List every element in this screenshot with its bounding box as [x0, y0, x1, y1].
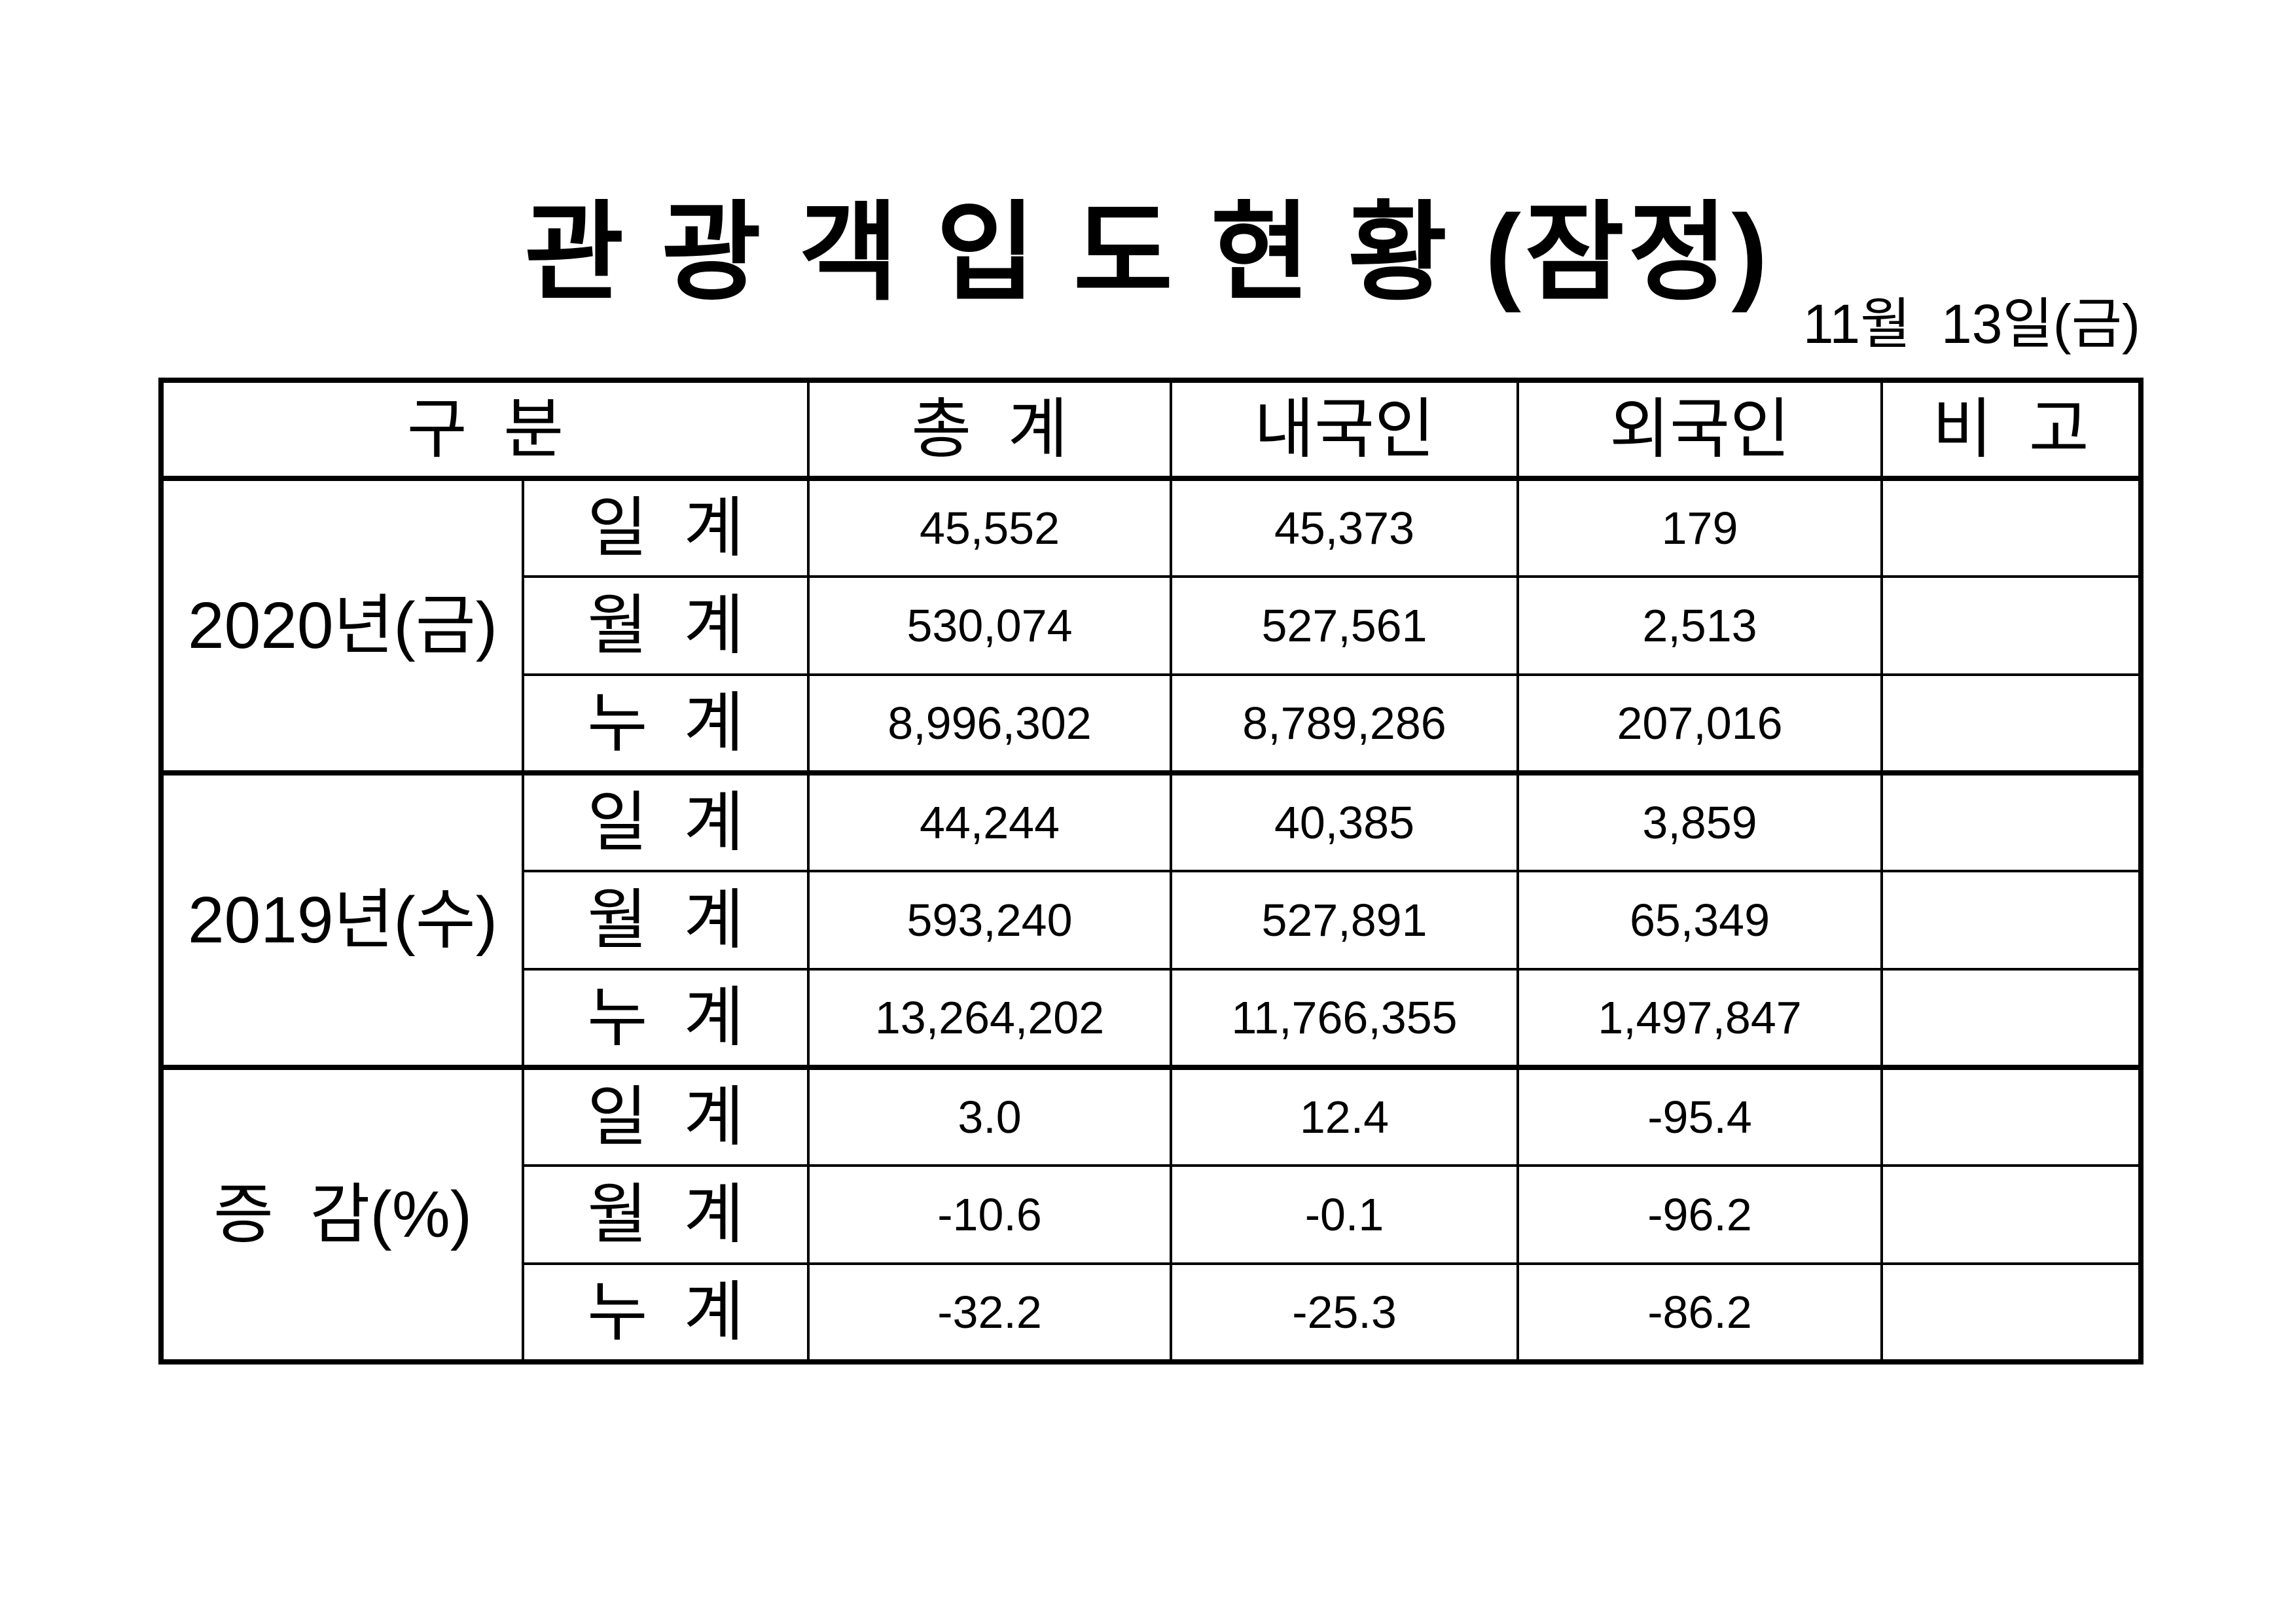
cell-change-monthly-remark — [1880, 1164, 2142, 1265]
row-2019-cumulative: 누 계 13,264,202 11,766,355 1,497,847 — [161, 968, 2142, 1069]
cell-2019-daily-remark — [1880, 770, 2142, 872]
cell-change-cumulative-total: -32.2 — [807, 1262, 1172, 1363]
row-2020-daily: 2020년(금) 일 계 45,552 45,373 179 — [160, 476, 2142, 774]
cell-change-cumulative-domestic: -25.3 — [1170, 1262, 1519, 1363]
cell-2020-monthly-remark — [1880, 575, 2142, 676]
cell-change-monthly-total: -10.6 — [807, 1164, 1172, 1265]
cell-2019-daily-total: 44,244 — [807, 770, 1172, 872]
row-group-label-2020: 2020년(금) — [160, 476, 524, 774]
row-label-change-monthly: 월 계 — [522, 1164, 810, 1265]
report-date: 11월 13일(금) — [1803, 293, 2140, 355]
cell-2019-cumulative-remark — [1880, 968, 2142, 1069]
cell-change-daily-domestic: 12.4 — [1170, 1065, 1519, 1167]
row-2019-monthly: 월 계 593,240 527,891 65,349 — [161, 870, 2142, 971]
cell-2020-cumulative-total: 8,996,302 — [807, 673, 1172, 774]
row-label-2020-cumulative: 누 계 — [522, 673, 810, 774]
cell-2020-daily-remark — [1880, 476, 2142, 578]
cell-2019-daily-domestic: 40,385 — [1170, 770, 1519, 872]
col-header-category: 구 분 — [160, 379, 810, 481]
tourist-arrival-table: 구 분 총 계 내국인 외국인 비 고 2020년(금) 일 계 45,552 … — [158, 378, 2144, 1364]
col-header-domestic: 내국인 — [1170, 379, 1519, 481]
table-header-row: 구 분 총 계 내국인 외국인 비 고 — [160, 379, 2142, 481]
cell-2019-monthly-foreign: 65,349 — [1516, 870, 1883, 971]
cell-change-monthly-foreign: -96.2 — [1516, 1164, 1883, 1265]
row-change-monthly: 월 계 -10.6 -0.1 -96.2 — [161, 1164, 2142, 1265]
row-label-change-daily: 일 계 — [522, 1065, 810, 1167]
cell-change-monthly-domestic: -0.1 — [1170, 1164, 1519, 1265]
row-change-daily: 증 감(%) 일 계 3.0 12.4 -95.4 — [160, 1065, 2142, 1363]
cell-2020-cumulative-domestic: 8,789,286 — [1170, 673, 1519, 774]
cell-change-daily-foreign: -95.4 — [1516, 1065, 1883, 1167]
row-group-label-change: 증 감(%) — [160, 1065, 524, 1363]
cell-2019-cumulative-total: 13,264,202 — [807, 968, 1172, 1069]
row-label-change-cumulative: 누 계 — [522, 1262, 810, 1363]
cell-2019-monthly-total: 593,240 — [807, 870, 1172, 971]
col-header-total: 총 계 — [807, 379, 1172, 481]
cell-2019-daily-foreign: 3,859 — [1516, 770, 1883, 872]
row-label-2019-daily: 일 계 — [522, 770, 810, 872]
cell-change-cumulative-foreign: -86.2 — [1516, 1262, 1883, 1363]
cell-2019-monthly-remark — [1880, 870, 2142, 971]
cell-2020-daily-domestic: 45,373 — [1170, 476, 1519, 578]
cell-change-daily-total: 3.0 — [807, 1065, 1172, 1167]
row-2020-monthly: 월 계 530,074 527,561 2,513 — [161, 575, 2142, 676]
cell-2019-cumulative-foreign: 1,497,847 — [1516, 968, 1883, 1069]
row-label-2020-monthly: 월 계 — [522, 575, 810, 676]
document-title: 관 광 객 입 도 현 황 (잠정) — [524, 192, 1772, 313]
row-label-2020-daily: 일 계 — [522, 476, 810, 578]
cell-2020-cumulative-remark — [1880, 673, 2142, 774]
cell-2020-daily-foreign: 179 — [1516, 476, 1883, 578]
row-2019-daily: 2019년(수) 일 계 44,244 40,385 3,859 — [160, 770, 2142, 1069]
cell-2020-cumulative-foreign: 207,016 — [1516, 673, 1883, 774]
row-group-label-2019: 2019년(수) — [160, 770, 524, 1069]
cell-2020-monthly-domestic: 527,561 — [1170, 575, 1519, 676]
row-2020-cumulative: 누 계 8,996,302 8,789,286 207,016 — [161, 673, 2142, 774]
row-label-2019-cumulative: 누 계 — [522, 968, 810, 1069]
col-header-foreign: 외국인 — [1516, 379, 1883, 481]
cell-2020-daily-total: 45,552 — [807, 476, 1172, 578]
row-label-2019-monthly: 월 계 — [522, 870, 810, 971]
cell-change-daily-remark — [1880, 1065, 2142, 1167]
row-change-cumulative: 누 계 -32.2 -25.3 -86.2 — [161, 1262, 2142, 1363]
cell-2019-monthly-domestic: 527,891 — [1170, 870, 1519, 971]
cell-change-cumulative-remark — [1880, 1262, 2142, 1363]
cell-2019-cumulative-domestic: 11,766,355 — [1170, 968, 1519, 1069]
col-header-remarks: 비 고 — [1880, 379, 2142, 481]
cell-2020-monthly-foreign: 2,513 — [1516, 575, 1883, 676]
cell-2020-monthly-total: 530,074 — [807, 575, 1172, 676]
